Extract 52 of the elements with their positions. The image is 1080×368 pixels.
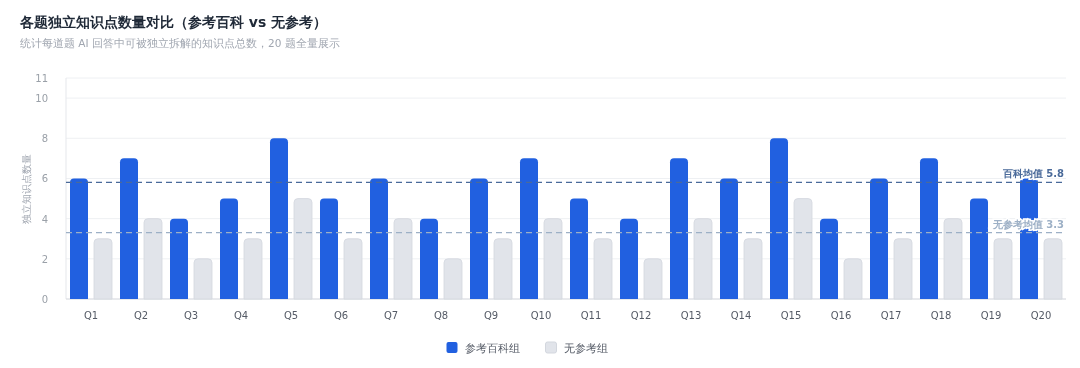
legend-label: 参考百科组 [464,342,520,354]
bar [320,198,338,299]
bar [920,158,938,299]
x-tick-label: Q14 [730,310,752,321]
bar [370,178,388,299]
bar [120,158,138,299]
y-tick-label: 2 [41,253,48,265]
bar [520,158,538,299]
x-tick-label: Q19 [980,310,1002,321]
bar [420,218,438,299]
bar [70,178,88,299]
bar [870,178,888,299]
bar [770,138,788,299]
bar [570,198,588,299]
bar [720,178,738,299]
x-tick-label: Q2 [133,310,149,321]
x-tick-label: Q3 [183,310,199,321]
x-tick-label: Q16 [830,310,852,321]
bar [270,138,288,299]
x-tick-label: Q13 [680,310,702,321]
x-tick-label: Q8 [433,310,449,321]
x-tick-label: Q12 [630,310,652,321]
y-tick-label: 10 [35,93,48,105]
x-tick-label: Q6 [333,310,349,321]
y-tick-label: 0 [41,294,48,305]
x-tick-label: Q4 [233,310,249,321]
bar [220,198,238,299]
x-tick-label: Q11 [580,310,602,321]
ref-line-label: 百科均值 5.8 [1001,168,1065,180]
bar [970,198,988,299]
y-axis-title: 独立知识点数量 [21,153,32,224]
bar [670,158,688,299]
x-tick-label: Q20 [1030,310,1052,321]
x-tick-label: Q7 [383,310,399,321]
chart-subtitle: 统计每道题 AI 回答中可被独立拆解的知识点总数，20 题全量展示 [20,37,340,49]
x-tick-label: Q5 [283,310,299,321]
chart-title: 各题独立知识点数量对比（参考百科 vs 无参考） [19,14,328,30]
bar [620,218,638,299]
x-tick-label: Q18 [930,310,952,321]
x-tick-label: Q10 [530,310,552,321]
x-tick-label: Q15 [780,310,802,321]
legend-label: 无参考组 [563,342,608,354]
bar [820,218,838,299]
y-tick-label: 8 [41,133,48,145]
y-tick-label: 6 [41,173,48,185]
x-tick-label: Q9 [483,310,499,321]
y-tick-label: 11 [35,73,48,84]
bar [470,178,488,299]
y-tick-label: 4 [41,213,48,225]
bar [170,218,188,299]
x-tick-label: Q17 [880,310,902,321]
x-tick-label: Q1 [83,310,99,321]
